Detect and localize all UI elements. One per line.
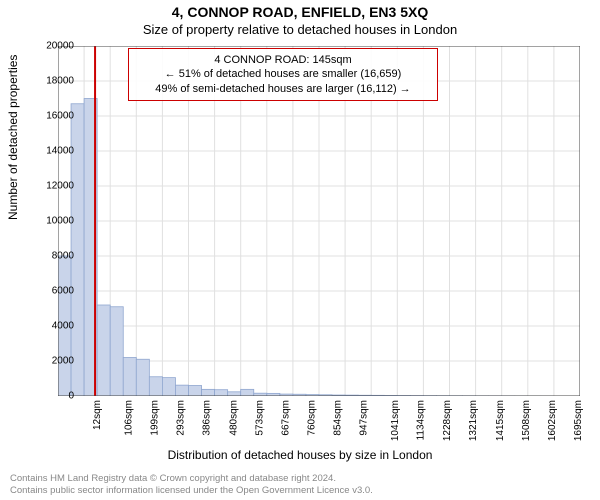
x-tick-label: 1602sqm: [547, 400, 558, 441]
x-tick-label: 667sqm: [280, 400, 291, 436]
y-tick-label: 18000: [34, 76, 74, 87]
chart-subtitle: Size of property relative to detached ho…: [0, 20, 600, 37]
x-tick-label: 1695sqm: [573, 400, 584, 441]
y-tick-label: 4000: [34, 321, 74, 332]
x-tick-label: 1321sqm: [469, 400, 480, 441]
info-line-3: 49% of semi-detached houses are larger (…: [137, 82, 429, 96]
y-tick-label: 14000: [34, 146, 74, 157]
x-tick-label: 1228sqm: [442, 400, 453, 441]
y-tick-label: 20000: [34, 41, 74, 52]
y-tick-label: 0: [34, 391, 74, 402]
info-line-1: 4 CONNOP ROAD: 145sqm: [137, 53, 429, 67]
x-tick-label: 760sqm: [306, 400, 317, 436]
x-tick-label: 947sqm: [359, 400, 370, 436]
footer-line-1: Contains HM Land Registry data © Crown c…: [10, 473, 373, 484]
footer-attribution: Contains HM Land Registry data © Crown c…: [10, 473, 373, 496]
footer-line-2: Contains public sector information licen…: [10, 485, 373, 496]
y-tick-label: 8000: [34, 251, 74, 262]
x-tick-label: 386sqm: [202, 400, 213, 436]
x-tick-label: 1134sqm: [416, 400, 427, 440]
y-tick-label: 12000: [34, 181, 74, 192]
chart-container: 4, CONNOP ROAD, ENFIELD, EN3 5XQ Size of…: [0, 0, 600, 500]
x-tick-label: 854sqm: [332, 400, 343, 436]
x-tick-label: 12sqm: [92, 400, 103, 430]
chart-title: 4, CONNOP ROAD, ENFIELD, EN3 5XQ: [0, 0, 600, 20]
x-tick-label: 1508sqm: [521, 400, 532, 441]
x-tick-label: 199sqm: [150, 400, 161, 436]
x-tick-label: 106sqm: [124, 400, 135, 436]
y-tick-label: 16000: [34, 111, 74, 122]
x-tick-label: 480sqm: [228, 400, 239, 436]
info-line-2: ← 51% of detached houses are smaller (16…: [137, 67, 429, 81]
y-tick-label: 2000: [34, 356, 74, 367]
property-info-box: 4 CONNOP ROAD: 145sqm ← 51% of detached …: [128, 48, 438, 101]
y-tick-label: 10000: [34, 216, 74, 227]
x-tick-label: 1415sqm: [495, 400, 506, 441]
x-axis-label: Distribution of detached houses by size …: [0, 448, 600, 462]
y-axis-label: Number of detached properties: [6, 55, 20, 220]
x-tick-label: 1041sqm: [390, 400, 401, 441]
y-tick-label: 6000: [34, 286, 74, 297]
x-tick-label: 293sqm: [176, 400, 187, 436]
x-tick-label: 573sqm: [254, 400, 265, 436]
